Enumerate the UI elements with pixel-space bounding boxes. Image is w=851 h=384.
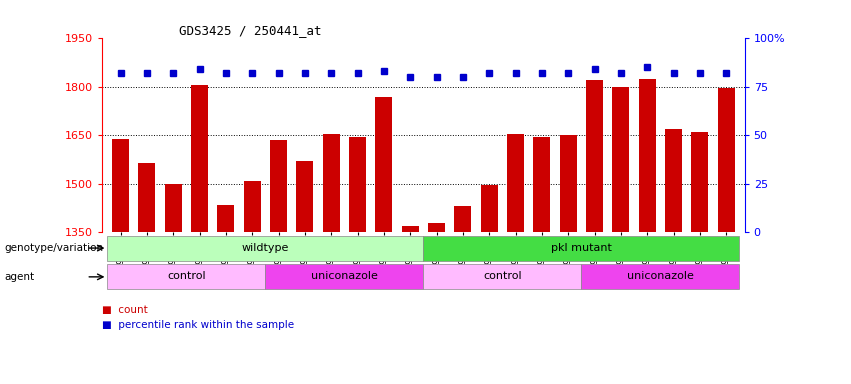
Text: control: control [483, 271, 522, 281]
Text: pkl mutant: pkl mutant [551, 243, 612, 253]
Bar [424, 265, 581, 289]
Bar [534, 137, 551, 232]
Bar [139, 163, 156, 232]
Bar [454, 207, 471, 232]
Bar [638, 79, 656, 232]
Bar [107, 265, 266, 289]
Bar [424, 236, 740, 260]
Bar [581, 265, 740, 289]
Bar [191, 85, 208, 232]
Text: ■  percentile rank within the sample: ■ percentile rank within the sample [102, 320, 294, 330]
Bar [270, 140, 287, 232]
Text: ■  count: ■ count [102, 305, 148, 315]
Bar [613, 87, 630, 232]
Bar [107, 236, 424, 260]
Text: uniconazole: uniconazole [311, 271, 378, 281]
Bar [507, 134, 524, 232]
Text: wildtype: wildtype [242, 243, 289, 253]
Bar [375, 96, 392, 232]
Text: control: control [167, 271, 206, 281]
Text: uniconazole: uniconazole [627, 271, 694, 281]
Bar [402, 226, 419, 232]
Bar [243, 180, 260, 232]
Bar [428, 223, 445, 232]
Text: agent: agent [4, 272, 34, 282]
Bar [691, 132, 708, 232]
Text: GDS3425 / 250441_at: GDS3425 / 250441_at [180, 24, 322, 37]
Bar [586, 80, 603, 232]
Bar [217, 205, 234, 232]
Text: genotype/variation: genotype/variation [4, 243, 103, 253]
Bar [296, 161, 313, 232]
Bar [164, 184, 182, 232]
Bar [112, 139, 129, 232]
Bar [349, 137, 366, 232]
Bar [481, 185, 498, 232]
Bar [266, 265, 424, 289]
Bar [560, 136, 577, 232]
Bar [323, 134, 340, 232]
Bar [717, 88, 734, 232]
Bar [665, 129, 683, 232]
